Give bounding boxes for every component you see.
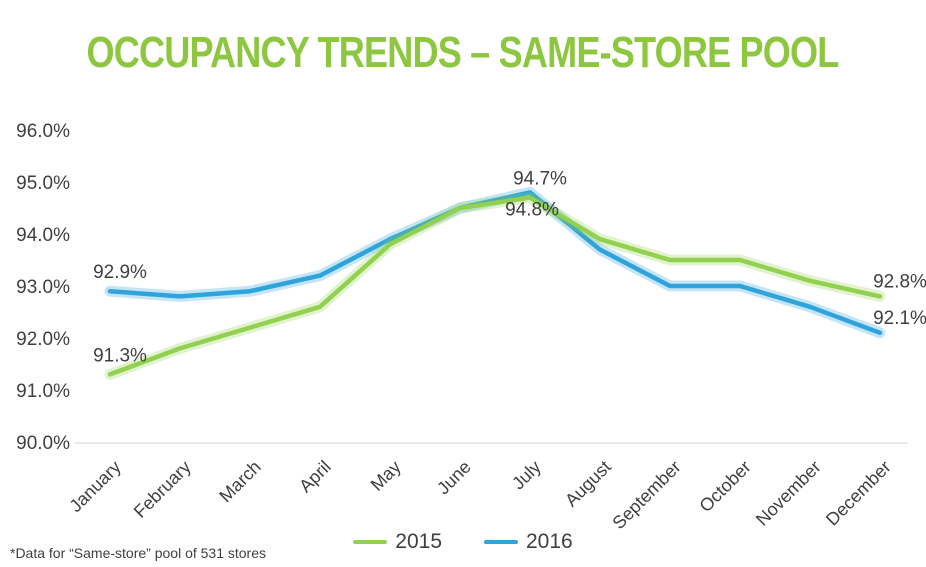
data-label-2015-11: 92.8% xyxy=(873,271,926,292)
x-axis-label: October xyxy=(695,457,754,516)
data-label-2016-0: 92.9% xyxy=(93,262,147,283)
x-axis-label: July xyxy=(508,457,545,494)
x-axis-label: November xyxy=(752,457,825,530)
data-label-2015-0: 91.3% xyxy=(93,345,147,366)
y-tick-label: 92.0% xyxy=(16,329,70,350)
x-axis-label: August xyxy=(561,457,615,511)
series-line-2016 xyxy=(107,190,883,336)
data-label-2016-6: 94.8% xyxy=(505,199,559,220)
chart-title-text: OCCUPANCY TRENDS – SAME-STORE POOL xyxy=(87,28,840,77)
x-axis-label: March xyxy=(215,457,265,507)
x-axis-label: February xyxy=(130,457,195,522)
data-label-2016-11: 92.1% xyxy=(873,308,926,329)
x-axis-label: September xyxy=(608,457,684,533)
legend-label-2015: 2015 xyxy=(395,530,442,553)
legend-item-2016: 2016 xyxy=(484,530,573,554)
legend-swatch-2016 xyxy=(484,540,518,544)
y-tick-label: 96.0% xyxy=(16,121,70,142)
y-tick-label: 94.0% xyxy=(16,225,70,246)
data-label-2015-6: 94.7% xyxy=(513,169,567,190)
y-tick-label: 91.0% xyxy=(16,381,70,402)
x-axis-label: June xyxy=(433,457,475,499)
chart-title: OCCUPANCY TRENDS – SAME-STORE POOL xyxy=(0,28,926,78)
y-tick-label: 93.0% xyxy=(16,277,70,298)
x-axis-label: December xyxy=(822,457,895,530)
y-tick-label: 90.0% xyxy=(16,433,70,454)
x-axis-label: January xyxy=(65,457,124,516)
series-line-2015 xyxy=(107,195,883,377)
legend-label-2016: 2016 xyxy=(526,530,573,553)
footnote: *Data for “Same-store” pool of 531 store… xyxy=(10,545,267,561)
series-glow-2015 xyxy=(104,192,886,380)
y-tick-label: 95.0% xyxy=(16,173,70,194)
legend-item-2015: 2015 xyxy=(353,530,442,554)
x-axis-label: May xyxy=(367,457,405,495)
x-axis-label: April xyxy=(295,457,335,497)
legend: 2015 2016 xyxy=(0,530,926,554)
legend-swatch-2015 xyxy=(353,540,388,544)
